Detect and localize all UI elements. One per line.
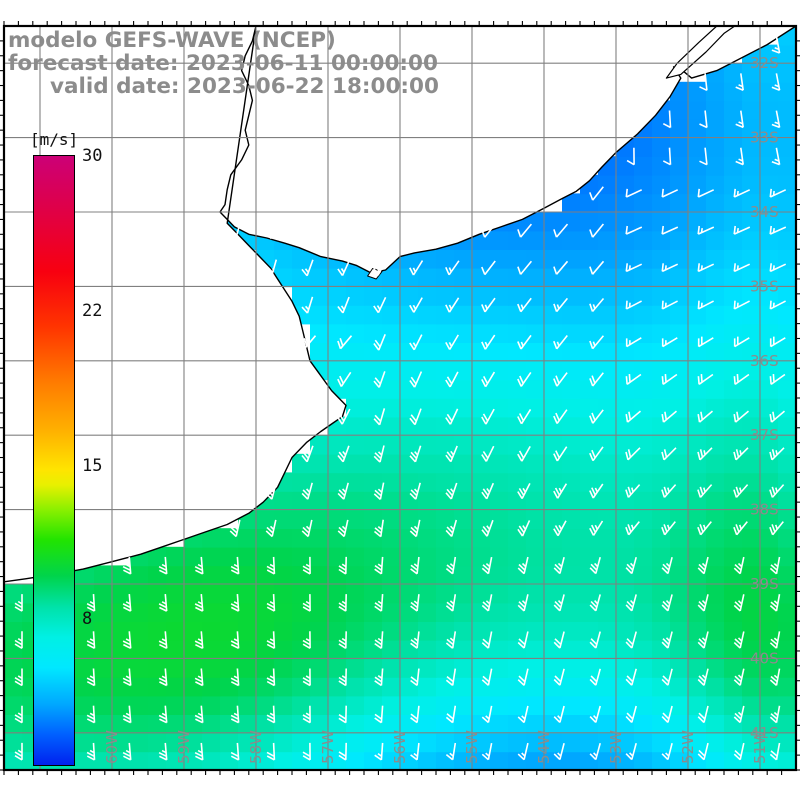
latitude-label-38S: 38S <box>750 501 779 519</box>
longitude-label-52W: 52W <box>679 730 697 764</box>
colorbar-unit-label: [m/s] <box>30 130 79 149</box>
latitude-label-41S: 41S <box>750 724 779 742</box>
longitude-label-59W: 59W <box>175 730 193 764</box>
longitude-label-53W: 53W <box>607 730 625 764</box>
latitude-label-39S: 39S <box>750 575 779 593</box>
colorbar-tick-8: 8 <box>82 609 93 629</box>
colorbar-tick-30: 30 <box>82 146 103 166</box>
latitude-label-33S: 33S <box>750 129 779 147</box>
longitude-label-55W: 55W <box>463 730 481 764</box>
latitude-label-34S: 34S <box>750 203 779 221</box>
longitude-label-56W: 56W <box>391 730 409 764</box>
coastline-layer <box>4 26 796 583</box>
longitude-label-57W: 57W <box>319 730 337 764</box>
latitude-label-35S: 35S <box>750 277 779 295</box>
graticule <box>4 26 796 770</box>
colorbar-tick-15: 15 <box>82 456 103 476</box>
latitude-label-40S: 40S <box>750 649 779 667</box>
colorbar[interactable] <box>33 155 75 766</box>
forecast-date-label: forecast date: 2023-06-11 00:00:00 <box>8 51 438 76</box>
latitude-label-37S: 37S <box>750 426 779 444</box>
longitude-label-54W: 54W <box>535 730 553 764</box>
longitude-label-58W: 58W <box>247 730 265 764</box>
colorbar-tick-22: 22 <box>82 301 103 321</box>
latitude-label-36S: 36S <box>750 352 779 370</box>
latitude-labels: 32S 33S 34S 35S 36S 37S 38S 39S 40S 41S <box>750 54 779 742</box>
longitude-label-51W: 51W <box>751 730 769 764</box>
valid-date-label: valid date: 2023-06-22 18:00:00 <box>50 74 439 99</box>
wind-barbs-layer <box>14 36 787 761</box>
latitude-label-32S: 32S <box>750 54 779 72</box>
windspeed-raster <box>4 26 796 770</box>
map-frame <box>2 24 798 772</box>
model-title: modelo GEFS-WAVE (NCEP) <box>8 28 336 53</box>
longitude-label-60W: 60W <box>103 730 121 764</box>
